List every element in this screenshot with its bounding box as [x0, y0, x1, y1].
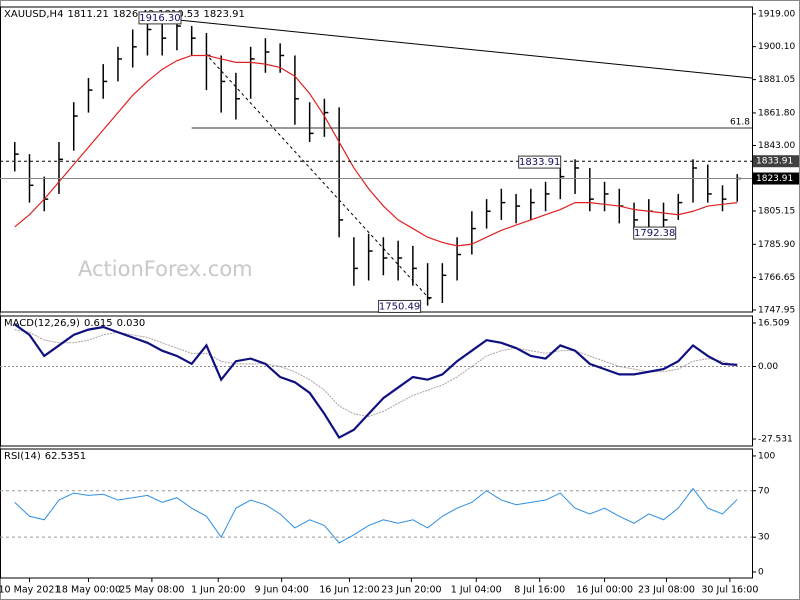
- fib-label: 61.8: [730, 117, 750, 127]
- trendline: [147, 16, 753, 79]
- y-tick-label: 1919.00: [758, 9, 795, 19]
- readout-value: 62.5351: [45, 451, 86, 462]
- x-tick-label: 25 May 08:00: [119, 585, 184, 596]
- price-level-box: [753, 172, 799, 185]
- readout-value: 0.030: [117, 318, 146, 329]
- x-tick-label: 1 Jul 04:00: [451, 585, 502, 596]
- line: [14, 487, 738, 544]
- x-tick-label: 10 May 2021: [0, 585, 60, 596]
- x-tick-label: 9 Jun 04:00: [254, 585, 308, 596]
- y-tick-label: 1805.15: [758, 206, 795, 216]
- panel-title: RSI(14): [4, 451, 41, 462]
- annotation-box: [378, 299, 422, 313]
- readout-value: 1811.21: [67, 9, 108, 20]
- x-tick-label: 23 Jun 20:00: [381, 585, 441, 596]
- y-tick-label: 1747.95: [758, 306, 795, 316]
- panel-border: [0, 448, 753, 579]
- readout-value: 1823.91: [204, 9, 245, 20]
- price-level-label: 1833.91: [756, 157, 793, 167]
- y-tick-label: 1766.65: [758, 273, 795, 283]
- y-tick-label: 1785.90: [758, 240, 795, 250]
- y-tick-label: 100: [758, 451, 775, 461]
- y-tick-label: 70: [758, 486, 770, 496]
- readout-value: 0.615: [84, 318, 113, 329]
- annotation-box: [138, 11, 182, 25]
- panel-header: RSI(14) 62.5351: [4, 451, 86, 462]
- x-tick-label: 18 May 00:00: [56, 585, 121, 596]
- y-tick-label: 30: [758, 533, 770, 543]
- watermark: ActionForex.com: [78, 257, 253, 281]
- x-tick-label: 30 Jul 16:00: [701, 585, 758, 596]
- annotation-label: 1792.38: [634, 228, 675, 239]
- price-level-label: 1823.91: [756, 174, 793, 184]
- x-tick-label: 8 Jul 16:00: [514, 585, 565, 596]
- readout-value: 1826.48: [113, 9, 154, 20]
- line: [14, 323, 738, 440]
- trendline: [209, 57, 431, 301]
- panel-title: XAUUSD,H4: [4, 9, 63, 20]
- panel-title: MACD(12,26,9): [4, 318, 80, 329]
- annotation-label: 1833.91: [519, 157, 560, 168]
- x-tick-label: 1 Jun 20:00: [191, 585, 245, 596]
- x-tick-label: 23 Jul 08:00: [638, 585, 695, 596]
- y-tick-label: -27.531: [758, 434, 793, 444]
- x-tick-label: 16 Jun 12:00: [319, 585, 379, 596]
- x-tick-label: 16 Jul 00:00: [576, 585, 633, 596]
- line: [14, 329, 738, 418]
- y-tick-label: 1861.80: [758, 108, 795, 118]
- price-level-box: [753, 155, 799, 168]
- panel-border: [0, 6, 753, 313]
- y-tick-label: 16.509: [758, 319, 790, 329]
- y-tick-label: 0: [758, 567, 764, 577]
- y-tick-label: 0.00: [758, 362, 778, 372]
- annotation-box: [518, 155, 562, 169]
- panel-header: MACD(12,26,9) 0.615 0.030: [4, 318, 145, 329]
- annotation-label: 1916.30: [139, 13, 180, 24]
- line: [14, 54, 738, 247]
- y-tick-label: 1843.00: [758, 141, 795, 151]
- annotation-label: 1750.49: [379, 301, 420, 312]
- y-tick-label: 1881.05: [758, 75, 795, 85]
- annotation-box: [633, 226, 677, 240]
- y-tick-label: 1900.10: [758, 42, 795, 52]
- panel-border: [0, 315, 753, 447]
